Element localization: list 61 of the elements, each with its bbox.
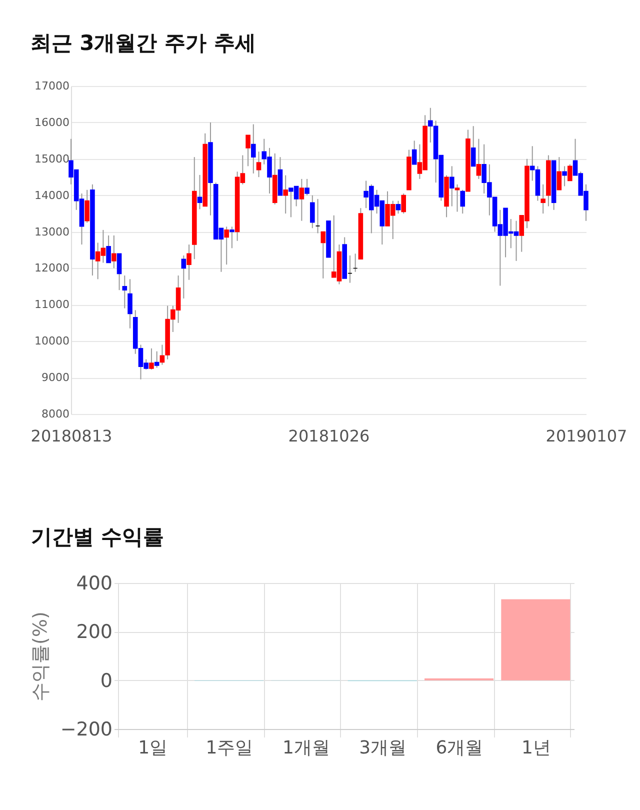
candlestick xyxy=(304,178,310,196)
candlestick xyxy=(128,278,132,329)
candlestick xyxy=(256,151,262,178)
y-tick-label: 14000 xyxy=(34,188,70,202)
y-tick-label: 15000 xyxy=(34,152,70,166)
candlestick xyxy=(568,164,572,182)
candlestick xyxy=(412,140,417,165)
candlestick xyxy=(540,184,546,214)
y-tick-label: 9000 xyxy=(42,371,70,384)
y-tick-label: 11000 xyxy=(34,298,70,312)
candlestick xyxy=(470,126,476,167)
y-tick-label: 10000 xyxy=(34,334,70,348)
candlestick xyxy=(556,156,562,190)
candlestick xyxy=(320,231,326,279)
candlestick xyxy=(310,194,315,229)
y-tick-label: 0 xyxy=(100,670,112,692)
candlestick xyxy=(84,189,90,224)
candlestick xyxy=(460,189,466,214)
candlestick xyxy=(149,348,154,370)
candlestick xyxy=(454,184,460,212)
candlestick xyxy=(112,234,116,269)
y-tick-label: −200 xyxy=(60,718,112,740)
y-tick-label: 8000 xyxy=(42,408,70,420)
y-tick-label: 13000 xyxy=(34,225,70,238)
x-tick-label: 3개월 xyxy=(359,738,407,758)
candlestick xyxy=(299,178,304,222)
x-tick-label: 20180813 xyxy=(30,426,112,446)
x-tick-label: 20181026 xyxy=(288,426,370,446)
x-tick-label: 1주일 xyxy=(206,738,254,758)
candlestick xyxy=(122,275,128,309)
y-tick-label: 16000 xyxy=(34,116,70,129)
candlestick xyxy=(160,344,165,366)
x-tick-label: 1일 xyxy=(138,738,168,758)
y-tick-label: 12000 xyxy=(34,262,70,275)
candlestick xyxy=(476,138,482,180)
candlestick xyxy=(230,226,234,249)
candlestick xyxy=(562,166,567,187)
y-tick-label: 400 xyxy=(76,572,112,594)
candlestick xyxy=(401,193,406,214)
candlestick xyxy=(154,350,160,368)
bar xyxy=(501,599,570,680)
candlestick xyxy=(396,200,401,214)
x-tick-label: 1개월 xyxy=(282,738,330,758)
y-tick-label: 200 xyxy=(76,621,112,644)
x-tick-label: 1년 xyxy=(521,738,551,758)
candlestick xyxy=(106,234,111,264)
chart-title: 기간별 수익률 xyxy=(30,525,164,549)
candlestick xyxy=(250,124,256,174)
y-tick-label: 17000 xyxy=(34,80,70,92)
candlestick xyxy=(246,134,250,167)
candlestick xyxy=(181,254,186,299)
chart-title: 최근 3개월간 주가 추세 xyxy=(30,31,256,55)
candlestick xyxy=(224,226,229,266)
y-axis-title: 수익률(%) xyxy=(29,612,52,702)
x-tick-label: 20190107 xyxy=(546,426,628,446)
x-tick-label: 6개월 xyxy=(436,738,484,758)
candlestick xyxy=(116,253,122,291)
candlestick xyxy=(186,244,192,280)
candlestick xyxy=(197,174,202,210)
candlestick xyxy=(449,166,454,207)
candlestick xyxy=(283,174,288,214)
